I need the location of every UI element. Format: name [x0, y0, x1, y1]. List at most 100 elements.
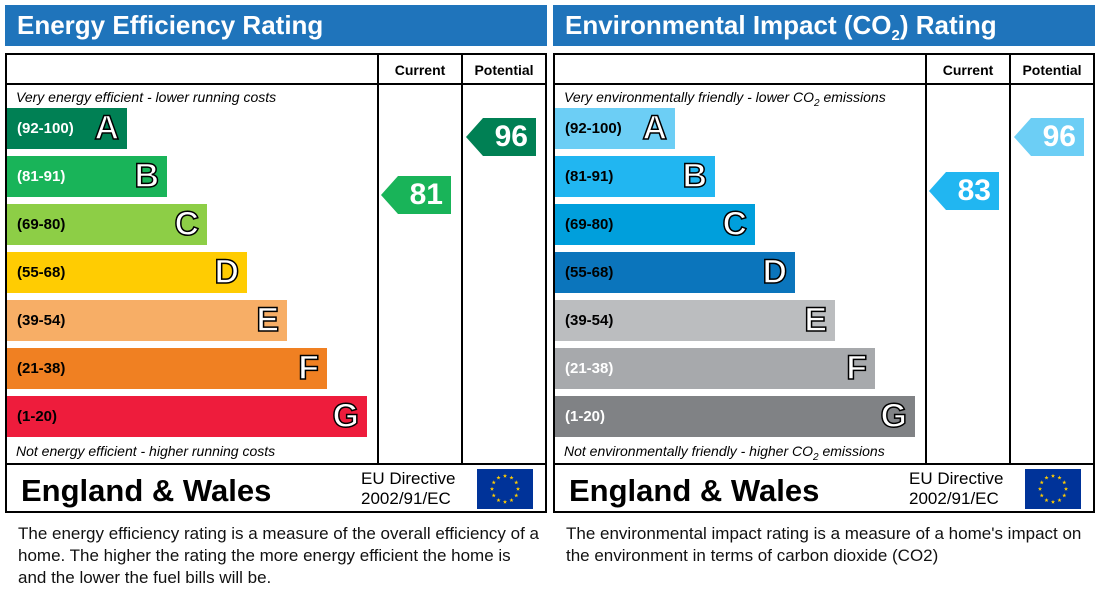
- eu-directive: EU Directive 2002/91/EC: [909, 469, 1003, 509]
- band-b: (81-91) B: [555, 156, 715, 197]
- current-rating-value: 81: [409, 178, 443, 211]
- eu-directive: EU Directive 2002/91/EC: [361, 469, 455, 509]
- current-rating-arrow: 81: [381, 176, 451, 214]
- directive-line-1: EU Directive: [909, 469, 1004, 488]
- top-note: Very environmentally friendly - lower CO…: [564, 89, 886, 109]
- environmental-impact-title: Environmental Impact (CO2) Rating: [553, 5, 1095, 46]
- band-e: (39-54) E: [555, 300, 835, 341]
- potential-rating-arrow: 96: [1014, 118, 1084, 156]
- top-note: Very energy efficient - lower running co…: [16, 89, 277, 105]
- band-range: (39-54): [565, 312, 614, 329]
- flag-star: [1050, 499, 1056, 504]
- band-letter: E: [256, 300, 280, 340]
- band-range: (69-80): [17, 216, 66, 233]
- flag-star: [1057, 475, 1062, 480]
- eu-flag-icon: [477, 469, 533, 509]
- directive-line-1: EU Directive: [361, 469, 456, 488]
- band-letter: E: [804, 300, 828, 340]
- band-letter: A: [94, 108, 120, 148]
- band-letter: A: [642, 108, 668, 148]
- band-range: (92-100): [17, 120, 74, 137]
- flag-star: [496, 475, 501, 480]
- band-letter: C: [174, 204, 200, 244]
- bottom-note: Not environmentally friendly - higher CO…: [564, 443, 885, 463]
- band-range: (81-91): [565, 168, 614, 185]
- potential-rating-value: 96: [1042, 120, 1076, 153]
- flag-star: [1062, 493, 1067, 498]
- flag-star: [502, 499, 508, 504]
- band-range: (55-68): [17, 264, 66, 281]
- band-range: (1-20): [565, 408, 606, 425]
- flag-star: [502, 473, 508, 478]
- band-letter: D: [214, 252, 240, 292]
- flag-star: [496, 498, 501, 503]
- flag-star: [1044, 498, 1049, 503]
- band-range: (92-100): [565, 120, 622, 137]
- band-range: (81-91): [17, 168, 66, 185]
- band-a: (92-100) A: [555, 108, 675, 149]
- energy-efficiency-chart: Current Potential Very energy efficient …: [5, 53, 547, 513]
- region-label: England & Wales: [21, 473, 272, 508]
- flag-star: [1037, 486, 1043, 491]
- band-letter: B: [682, 156, 708, 196]
- energy-efficiency-description: The energy efficiency rating is a measur…: [18, 524, 539, 587]
- flag-star: [1039, 480, 1044, 485]
- band-range: (21-38): [17, 360, 66, 377]
- band-g: (1-20) G: [7, 396, 367, 437]
- band-letter: G: [880, 396, 908, 436]
- flag-star: [514, 493, 519, 498]
- directive-line-2: 2002/91/EC: [361, 489, 451, 508]
- flag-star: [1044, 475, 1049, 480]
- environmental-impact-panel: Environmental Impact (CO2) Rating Curren…: [553, 5, 1095, 610]
- band-range: (39-54): [17, 312, 66, 329]
- band-letter: D: [762, 252, 788, 292]
- band-d: (55-68) D: [555, 252, 795, 293]
- band-letter: F: [845, 348, 867, 388]
- flag-star: [491, 480, 496, 485]
- flag-star: [1057, 498, 1062, 503]
- flag-star: [489, 486, 495, 491]
- band-range: (69-80): [565, 216, 614, 233]
- current-column-header: Current: [394, 62, 446, 78]
- flag-star: [514, 480, 519, 485]
- eu-flag-icon: [1025, 469, 1081, 509]
- potential-column-header: Potential: [474, 62, 534, 78]
- potential-column-header: Potential: [1022, 62, 1082, 78]
- band-b: (81-91) B: [7, 156, 167, 197]
- flag-star: [509, 498, 514, 503]
- band-g: (1-20) G: [555, 396, 915, 437]
- flag-star: [515, 486, 521, 491]
- band-range: (55-68): [565, 264, 614, 281]
- current-rating-arrow: 83: [929, 172, 999, 210]
- flag-star: [1062, 480, 1067, 485]
- potential-rating-arrow: 96: [466, 118, 536, 156]
- band-e: (39-54) E: [7, 300, 287, 341]
- flag-star: [1063, 486, 1069, 491]
- region-label: England & Wales: [569, 473, 820, 508]
- environmental-impact-description: The environmental impact rating is a mea…: [566, 524, 1082, 565]
- energy-efficiency-title: Energy Efficiency Rating: [5, 5, 547, 46]
- band-range: (1-20): [17, 408, 58, 425]
- band-d: (55-68) D: [7, 252, 247, 293]
- flag-star: [509, 475, 514, 480]
- environmental-impact-chart: Current Potential Very environmentally f…: [553, 53, 1095, 513]
- directive-line-2: 2002/91/EC: [909, 489, 999, 508]
- energy-efficiency-panel: Energy Efficiency Rating Current Potenti…: [5, 5, 547, 610]
- band-letter: G: [332, 396, 360, 436]
- band-c: (69-80) C: [7, 204, 207, 245]
- band-a: (92-100) A: [7, 108, 127, 149]
- flag-star: [1050, 473, 1056, 478]
- bottom-note: Not energy efficient - higher running co…: [16, 443, 276, 459]
- band-letter: F: [297, 348, 319, 388]
- band-range: (21-38): [565, 360, 614, 377]
- band-f: (21-38) F: [7, 348, 327, 389]
- band-c: (69-80) C: [555, 204, 755, 245]
- current-rating-value: 83: [957, 174, 991, 207]
- flag-star: [1039, 493, 1044, 498]
- flag-star: [491, 493, 496, 498]
- band-f: (21-38) F: [555, 348, 875, 389]
- band-letter: B: [134, 156, 160, 196]
- current-column-header: Current: [942, 62, 994, 78]
- band-letter: C: [722, 204, 748, 244]
- potential-rating-value: 96: [494, 120, 528, 153]
